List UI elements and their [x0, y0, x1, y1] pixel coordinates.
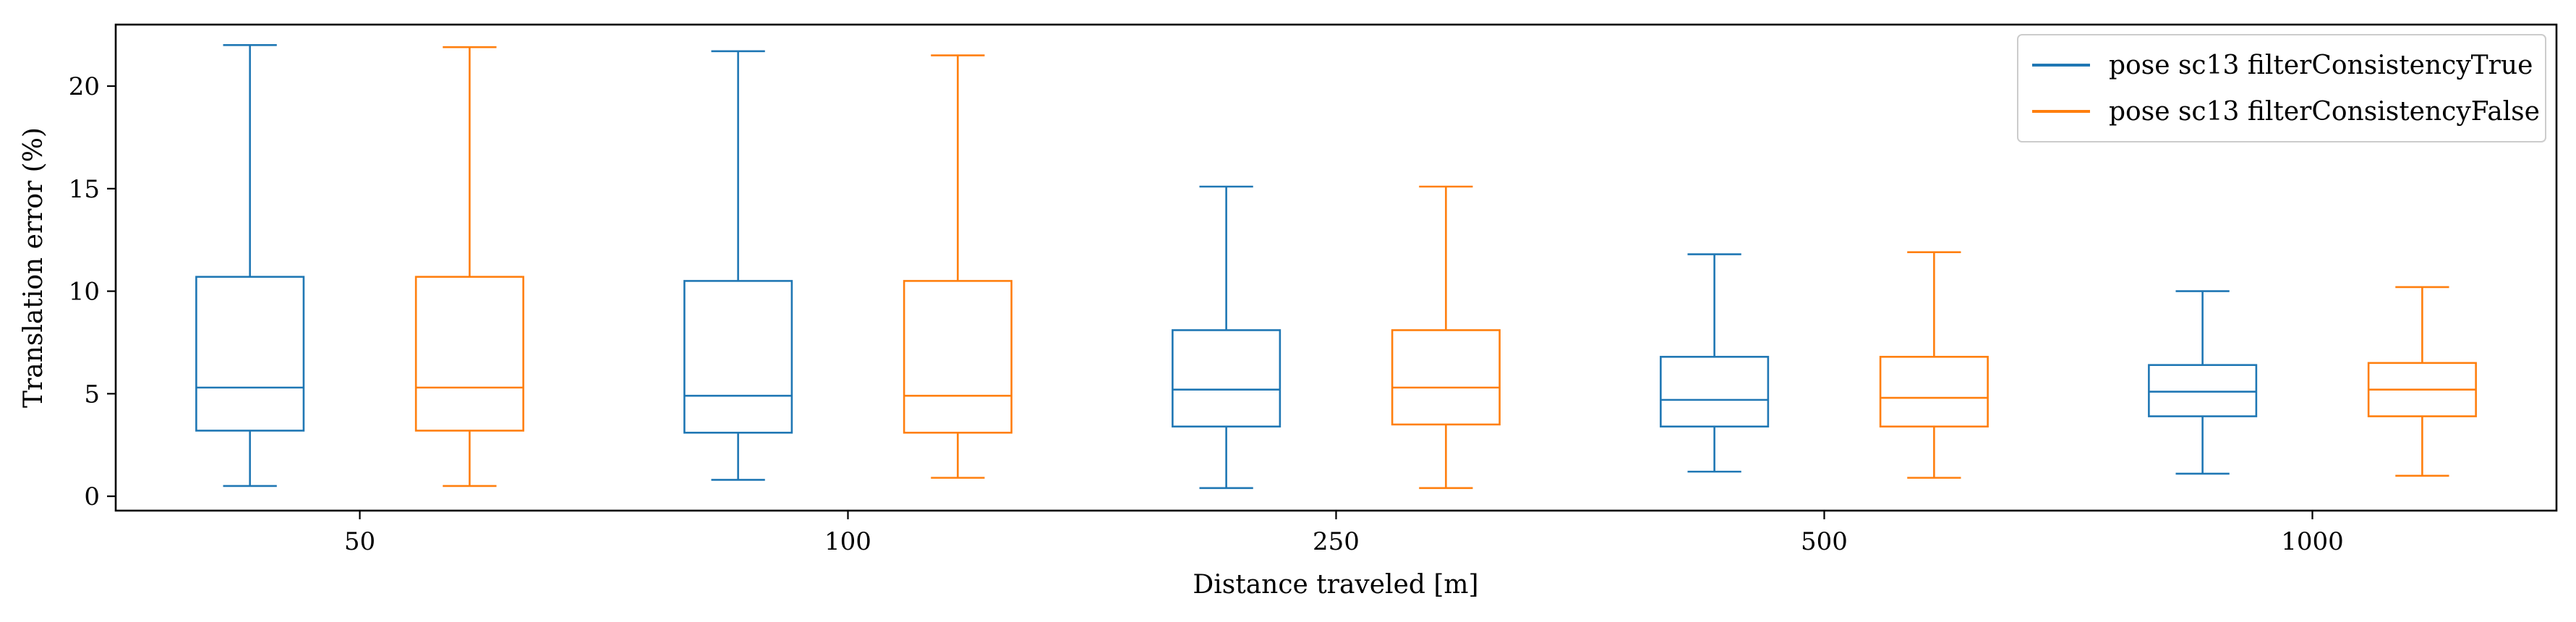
box-filter-consistency-true-1000: [2148, 290, 2258, 475]
box-filter-consistency-true-100: [683, 50, 793, 481]
legend: pose sc13 filterConsistencyTrue pose sc13…: [2017, 34, 2546, 142]
x-tick-label: 50: [344, 527, 375, 556]
box-filter-consistency-false-100: [903, 54, 1012, 479]
box-iqr: [195, 276, 305, 432]
y-tick-label: 10: [69, 278, 100, 307]
plot-content: [195, 44, 2477, 490]
box-filter-consistency-false-1000: [2367, 286, 2477, 477]
box-iqr: [683, 280, 793, 434]
x-tick-label: 500: [1801, 527, 1848, 556]
legend-box: [2017, 34, 2546, 142]
box-filter-consistency-true-250: [1172, 185, 1281, 490]
y-axis-label: Translation error (%): [19, 127, 48, 408]
box-iqr: [414, 276, 524, 432]
x-tick-label: 250: [1313, 527, 1360, 556]
box-iqr: [1879, 356, 1989, 428]
box-filter-consistency-true-50: [195, 44, 305, 487]
x-axis: 50 100 250 500 1000: [344, 511, 2344, 556]
y-tick-label: 20: [69, 72, 100, 101]
y-axis: 0 5 10 15 20: [69, 72, 116, 511]
box-filter-consistency-true-500: [1660, 253, 1770, 473]
y-tick-label: 15: [69, 175, 100, 204]
x-tick-label: 100: [824, 527, 871, 556]
box-iqr: [2148, 364, 2258, 417]
box-iqr: [1172, 329, 1281, 428]
y-tick-label: 5: [84, 380, 100, 409]
y-tick-label: 0: [84, 482, 100, 511]
legend-entry-label: pose sc13 filterConsistencyFalse: [2109, 97, 2540, 127]
x-tick-label: 1000: [2281, 527, 2344, 556]
box-filter-consistency-false-500: [1879, 251, 1989, 479]
x-axis-label: Distance traveled [m]: [1193, 570, 1478, 600]
box-filter-consistency-false-50: [414, 46, 524, 487]
box-iqr: [903, 280, 1012, 434]
box-filter-consistency-false-250: [1391, 185, 1501, 490]
box-iqr: [1660, 356, 1770, 428]
box-iqr: [1391, 329, 1501, 426]
legend-entry-label: pose sc13 filterConsistencyTrue: [2109, 51, 2533, 80]
